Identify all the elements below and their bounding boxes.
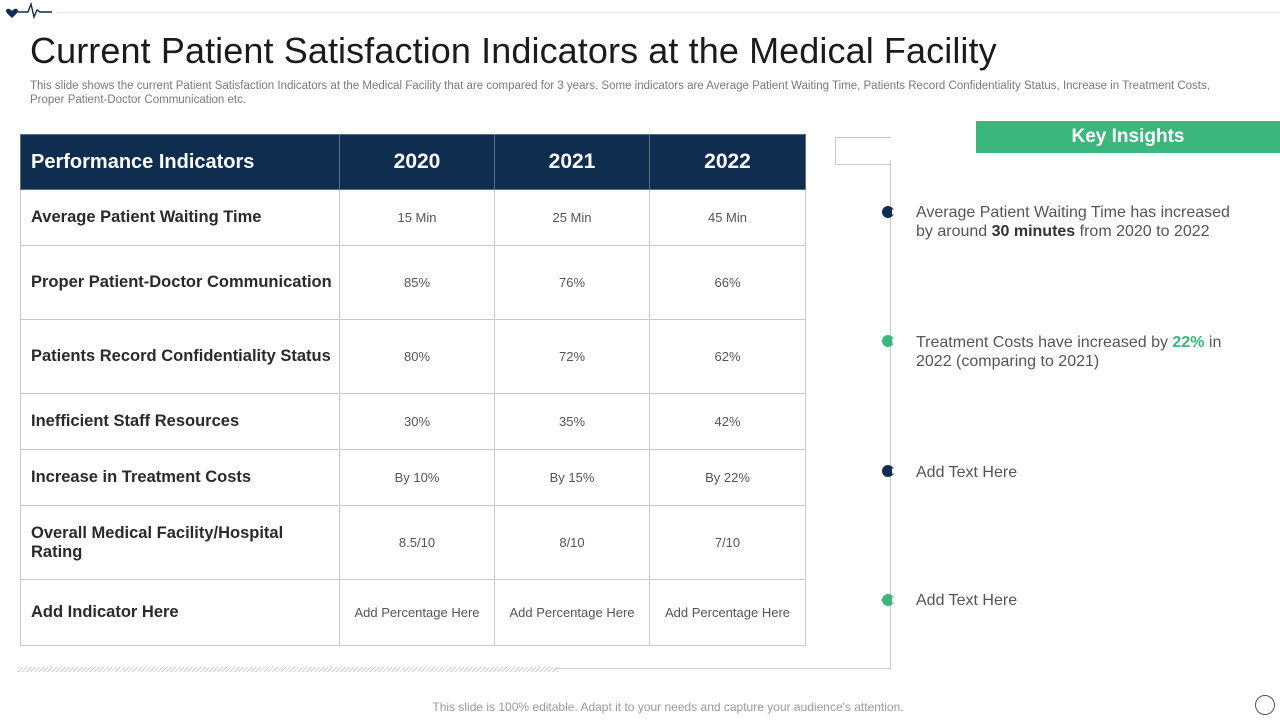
indicator-cell: Inefficient Staff Resources	[20, 393, 340, 450]
table-row: Overall Medical Facility/Hospital Rating…	[20, 505, 806, 580]
indicator-cell: Proper Patient-Doctor Communication	[20, 245, 340, 320]
marker-dot	[882, 465, 894, 477]
value-cell: 42%	[649, 393, 806, 450]
value-cell: By 22%	[649, 449, 806, 506]
value-cell: 85%	[339, 245, 495, 320]
value-cell: By 10%	[339, 449, 495, 506]
insight-item-4: Add Text Here	[916, 592, 1018, 609]
value-cell: 72%	[494, 319, 650, 394]
page-title: Current Patient Satisfaction Indicators …	[30, 30, 997, 71]
timeline-marker-icon	[882, 594, 896, 606]
header-2021: 2021	[494, 134, 650, 190]
table-row: Proper Patient-Doctor Communication 85% …	[20, 245, 806, 320]
value-cell: Add Percentage Here	[494, 579, 650, 646]
key-insights-header: Key Insights	[976, 121, 1280, 153]
indicator-cell: Average Patient Waiting Time	[20, 189, 340, 246]
value-cell: 66%	[649, 245, 806, 320]
insight-item-3: Add Text Here	[916, 464, 1018, 481]
insight-text: in 2022 (comparing to 2021)	[916, 334, 1222, 370]
value-cell: 25 Min	[494, 189, 650, 246]
timeline-marker-icon	[882, 335, 896, 347]
insight-item-1: Average Patient Waiting Time has increas…	[916, 203, 1236, 241]
insight-text: Treatment Costs have increased by	[916, 334, 1173, 351]
value-cell: 76%	[494, 245, 650, 320]
value-cell: Add Percentage Here	[649, 579, 806, 646]
insight-item-2: Treatment Costs have increased by 22% in…	[916, 333, 1236, 371]
value-cell: 30%	[339, 393, 495, 450]
top-rule	[55, 12, 1280, 13]
table-row: Inefficient Staff Resources 30% 35% 42%	[20, 393, 806, 450]
insight-highlight: 30 minutes	[991, 223, 1076, 240]
indicator-cell: Add Indicator Here	[20, 579, 340, 646]
timeline-marker-icon	[882, 206, 896, 218]
value-cell: 62%	[649, 319, 806, 394]
indicator-cell: Overall Medical Facility/Hospital Rating	[20, 505, 340, 580]
insight-highlight: 22%	[1172, 334, 1205, 351]
insight-text: Average Patient Waiting Time has increas…	[916, 204, 1230, 240]
hatched-divider	[18, 667, 558, 672]
table-header-row: Performance Indicators 2020 2021 2022	[20, 134, 806, 190]
corner-circle-icon	[1255, 695, 1275, 715]
indicator-cell: Patients Record Confidentiality Status	[20, 319, 340, 394]
value-cell: 80%	[339, 319, 495, 394]
value-cell: 7/10	[649, 505, 806, 580]
heartbeat-logo-icon	[6, 1, 52, 20]
marker-dot	[882, 335, 894, 347]
table-row: Patients Record Confidentiality Status 8…	[20, 319, 806, 394]
insights-timeline	[890, 160, 891, 669]
value-cell: 8.5/10	[339, 505, 495, 580]
marker-dot	[882, 206, 894, 218]
timeline-marker-icon	[882, 465, 896, 477]
table-row: Average Patient Waiting Time 15 Min 25 M…	[20, 189, 806, 246]
value-cell: 15 Min	[339, 189, 495, 246]
table-row: Increase in Treatment Costs By 10% By 15…	[20, 449, 806, 506]
page-subtitle: This slide shows the current Patient Sat…	[30, 80, 1210, 106]
header-2022: 2022	[649, 134, 806, 190]
footer-note: This slide is 100% editable. Adapt it to…	[432, 700, 904, 714]
value-cell: 45 Min	[649, 189, 806, 246]
header-indicators: Performance Indicators	[20, 134, 340, 190]
header-2020: 2020	[339, 134, 495, 190]
marker-dot	[882, 594, 894, 606]
divider-line	[555, 668, 891, 669]
insight-text: from 2020 to 2022	[1075, 223, 1210, 240]
value-cell: 8/10	[494, 505, 650, 580]
table-row: Add Indicator Here Add Percentage Here A…	[20, 579, 806, 646]
indicators-table: Performance Indicators 2020 2021 2022 Av…	[20, 134, 806, 646]
value-cell: By 15%	[494, 449, 650, 506]
value-cell: 35%	[494, 393, 650, 450]
indicator-cell: Increase in Treatment Costs	[20, 449, 340, 506]
insights-bracket	[835, 137, 891, 165]
value-cell: Add Percentage Here	[339, 579, 495, 646]
